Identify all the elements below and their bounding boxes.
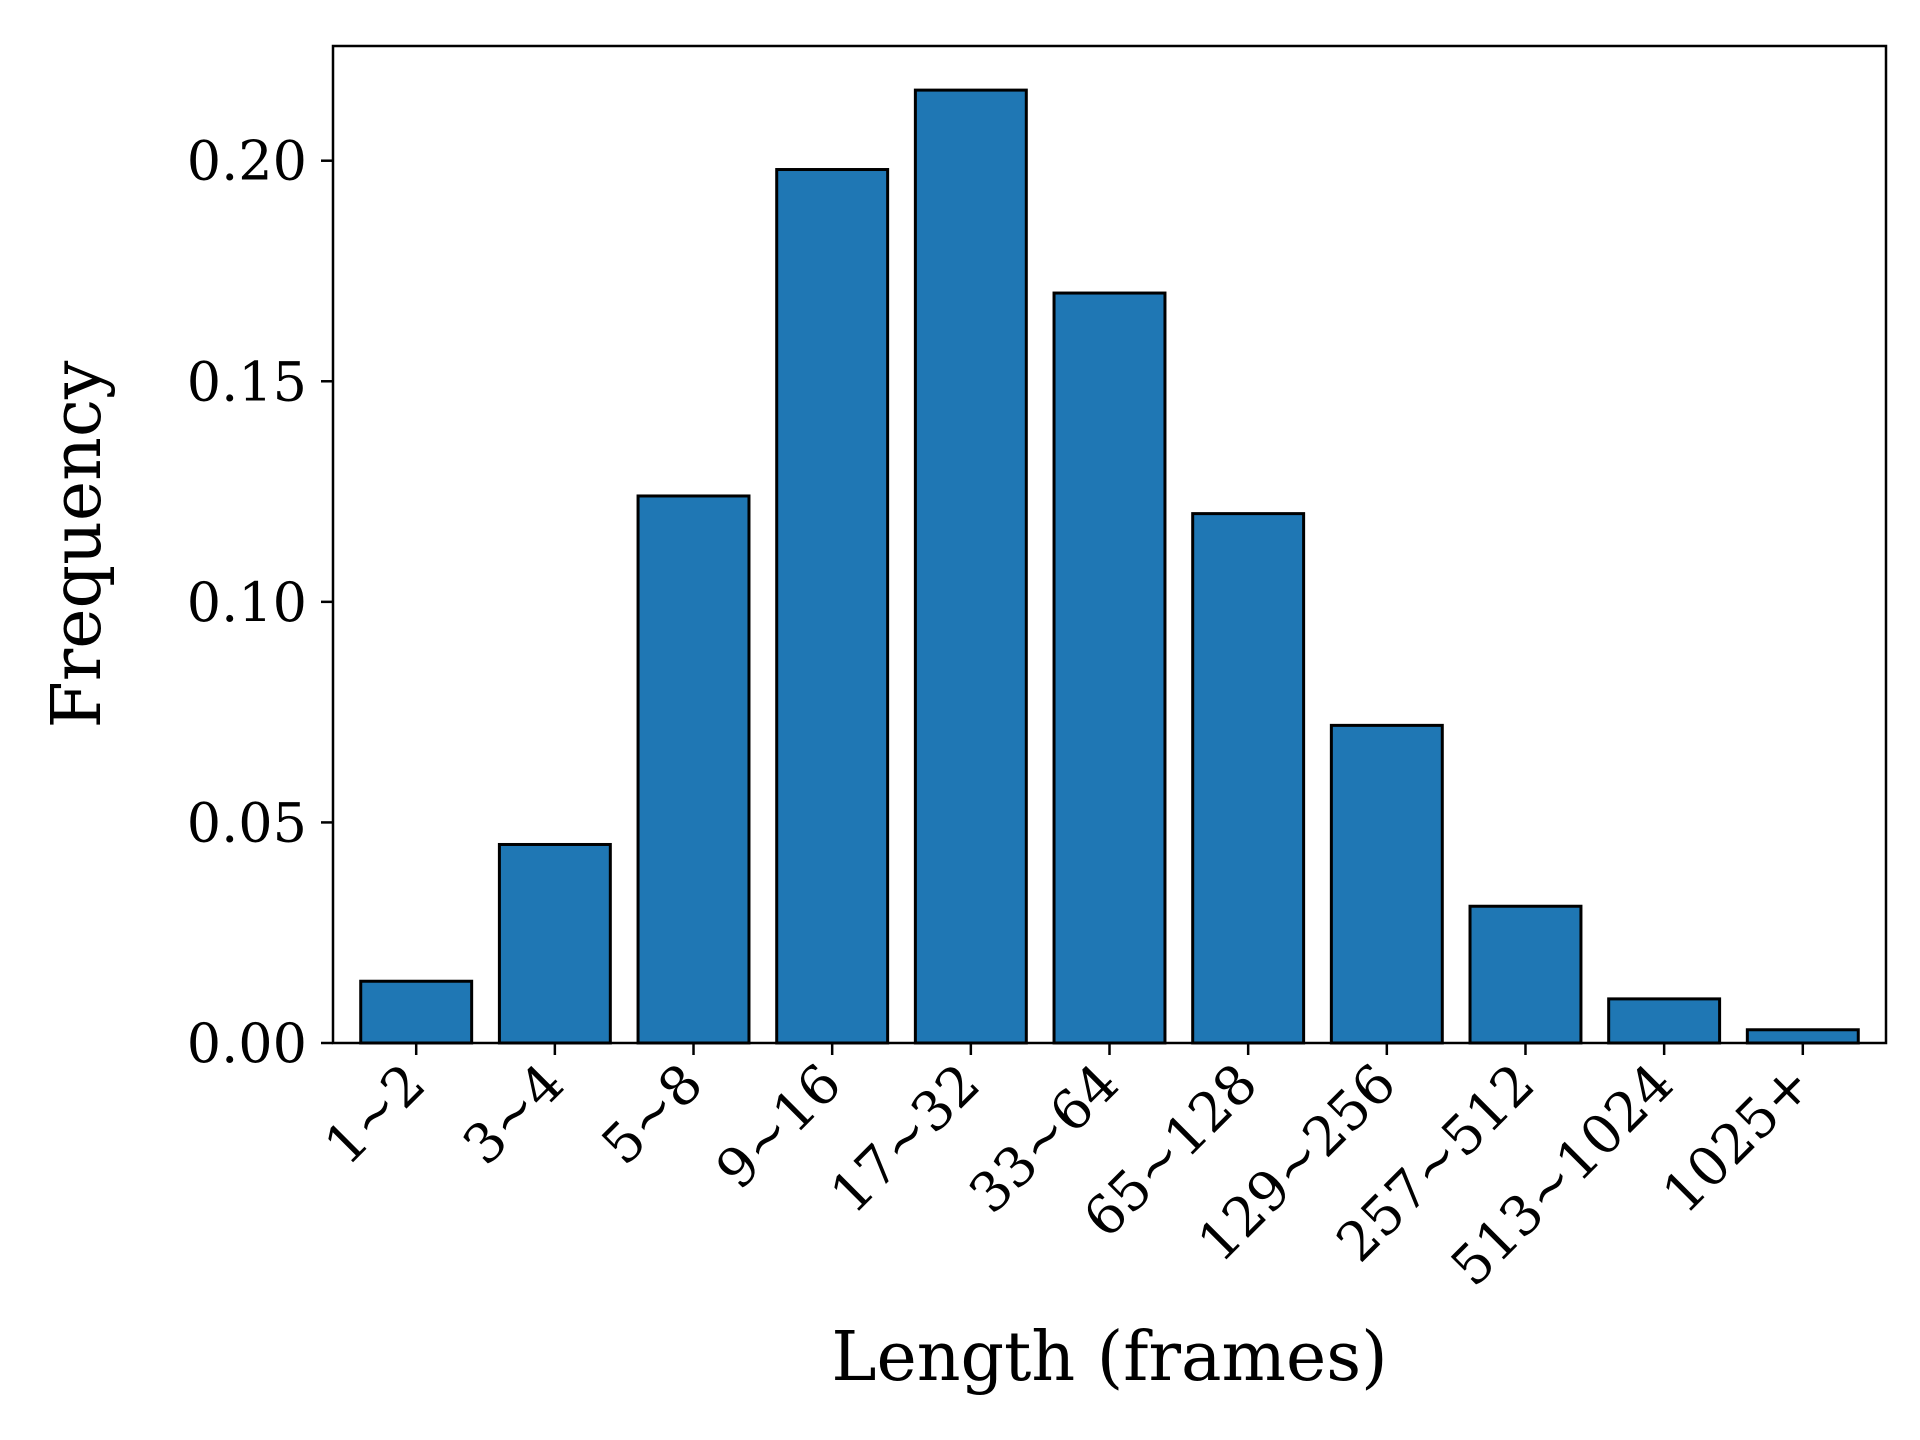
y-axis-title: Frequency: [38, 360, 117, 728]
bar-5: [1052, 291, 1167, 1045]
bar-1: [497, 842, 612, 1045]
bar-2: [636, 494, 751, 1045]
bar-8: [1468, 904, 1583, 1045]
bar-6: [1191, 512, 1306, 1045]
bar-9: [1607, 997, 1722, 1045]
bar-4: [913, 88, 1028, 1045]
bar-3: [775, 168, 890, 1045]
y-tick-label: 0.00: [187, 1012, 307, 1075]
x-tick-label: 17~32: [818, 1052, 992, 1226]
plot-frame: [331, 44, 1888, 1045]
y-tick-label: 0.10: [187, 571, 307, 634]
y-tick-label: 0.05: [187, 791, 307, 854]
bar-10: [1745, 1028, 1860, 1045]
x-tick-label: 1025+: [1650, 1052, 1824, 1226]
y-tick-label: 0.15: [187, 350, 307, 413]
x-tick-label: 1~2: [312, 1052, 437, 1177]
x-axis-title: Length (frames): [831, 1318, 1387, 1397]
bars-group: [359, 88, 1860, 1045]
y-tick-label: 0.20: [187, 130, 307, 193]
bar-0: [359, 979, 474, 1045]
x-tick-label: 5~8: [590, 1052, 715, 1177]
x-tick-label: 3~4: [451, 1052, 576, 1177]
x-axis: 1~2 3~4 5~89~1617~3233~6465~128129~256257~…: [312, 1043, 1824, 1298]
bar-7: [1329, 723, 1444, 1045]
y-axis: 0.00 0.05 0.10 0.15 0.20: [187, 130, 333, 1075]
